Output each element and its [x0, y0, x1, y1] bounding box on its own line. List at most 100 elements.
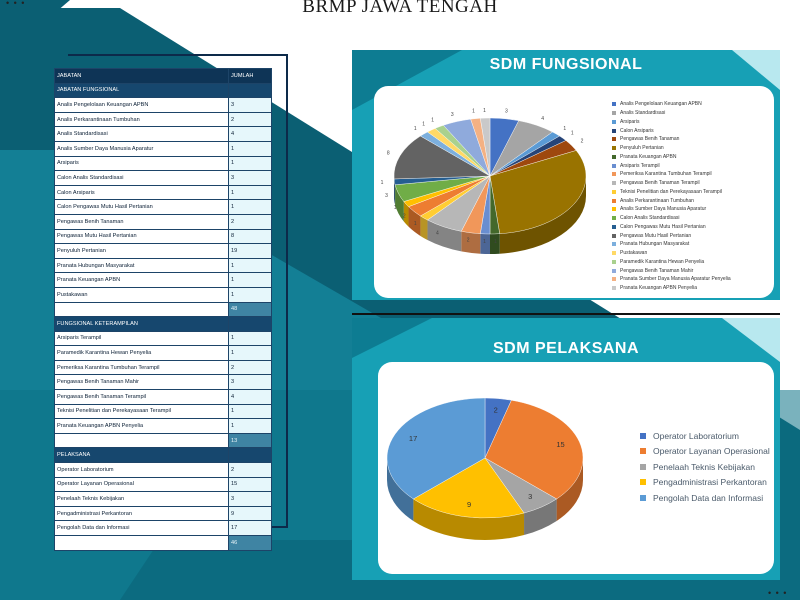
legend-item: Analis Standardisasi [612, 109, 731, 118]
table-row: Pengolah Data dan Informasi 17 [54, 520, 272, 536]
table-row: Pranata Hubungan Masyarakat 1 [54, 257, 272, 274]
pie-side [480, 233, 490, 254]
legend-item: Calon Analis Standardisasi [612, 214, 731, 223]
legend-label: Pengadministrasi Perkantoran [653, 477, 767, 488]
legend-label: Pengawas Benih Tanaman Terampil [620, 180, 700, 187]
legend-item: Calon Arsiparis [612, 126, 731, 135]
table-row-value: 3 [228, 374, 272, 391]
legend-label: Pengawas Mutu Hasil Pertanian [620, 232, 692, 239]
table-row-label: Analis Sumber Daya Manusia Aparatur [54, 140, 229, 157]
pie-data-label: 2 [467, 238, 470, 244]
table-row: Calon Analis Standardisasi 3 [54, 170, 272, 186]
section-total: 46 [54, 535, 272, 551]
pie-data-label: 3 [451, 112, 454, 118]
legend-swatch [640, 432, 646, 439]
legend-swatch [612, 268, 616, 273]
legend-swatch [612, 172, 616, 177]
section-header-label: JABATAN FUNGSIONAL [54, 82, 229, 99]
pie-side [427, 220, 462, 252]
legend-item: Pengawas Benih Tanaman Mahir [612, 266, 731, 275]
section-divider [352, 313, 780, 315]
pie-side [395, 184, 404, 222]
table-row-value: 3 [228, 97, 272, 113]
table-row: Arsiparis 1 [54, 155, 272, 172]
legend-swatch [612, 216, 616, 221]
table-row-value: 1 [228, 272, 272, 288]
legend-swatch [612, 233, 616, 238]
table-row: Pengawas Benih Tanaman Mahir 3 [54, 374, 272, 391]
legend-swatch [612, 163, 616, 168]
legend-item: Pemeriksa Karantina Tumbuhan Terampil [612, 170, 731, 179]
legend-label: Analis Standardisasi [620, 110, 666, 117]
table-row-label: Pengawas Benih Tanaman Mahir [54, 374, 229, 391]
table-row-value: 2 [228, 111, 272, 128]
legend-item: Teknisi Penelitian dan Perekayasaan Tera… [612, 188, 731, 197]
jabatan-table: JABATAN JUMLAH JABATAN FUNGSIONAL Analis Pe… [54, 68, 272, 551]
legend-swatch [612, 251, 616, 256]
legend-item: Pranata Keuangan APBN [612, 153, 731, 162]
legend-swatch [612, 111, 616, 116]
legend-label: Analis Sumber Daya Manusia Aparatur [620, 206, 707, 213]
pie-data-label: 1 [494, 239, 497, 245]
pie-data-label: 3 [528, 492, 532, 501]
table-row: Calon Pengawas Mutu Hasil Pertanian 1 [54, 199, 272, 215]
section-total-label [54, 535, 229, 551]
legend-swatch [612, 207, 616, 212]
legend-swatch [612, 128, 616, 133]
table-row-label: Pranata Hubungan Masyarakat [54, 257, 229, 274]
pie-side [387, 458, 414, 521]
legend-item: Operator Laboratorium [640, 428, 770, 444]
table-row: Analis Perkarantinaan Tumbuhan 2 [54, 111, 272, 128]
table-row-value: 2 [228, 462, 272, 478]
pie-side [499, 176, 586, 254]
legend-swatch [612, 277, 616, 282]
table-row-label: Pemeriksa Karantina Tumbuhan Terampil [54, 359, 229, 376]
pie-data-label: 3 [385, 193, 388, 199]
table-row-label: Arsiparis [54, 155, 229, 172]
table-row-label: Pustakawan [54, 286, 229, 303]
legend-item: Pengawas Benih Tanaman Terampil [612, 179, 731, 188]
section-header-value [228, 447, 272, 464]
table-row-value: 1 [228, 257, 272, 274]
legend-label: Pengawas Benih Tanaman Mahir [620, 267, 694, 274]
table-header-label: JABATAN [54, 68, 229, 84]
table-row-label: Penelaah Teknis Kebijakan [54, 491, 229, 507]
legend-item: Pengawas Benih Tanaman [612, 135, 731, 144]
pie-data-label: 1 [394, 205, 397, 211]
legend-item: Pranata Sumber Daya Manusia Aparatur Pen… [612, 275, 731, 284]
pie-data-label: 2 [581, 139, 584, 145]
table-row-value: 17 [228, 520, 272, 536]
table-row: Arsiparis Terampil 1 [54, 330, 272, 347]
table-row-label: Operator Laboratorium [54, 462, 229, 478]
table-row-value: 1 [228, 403, 272, 420]
table-row-value: 2 [228, 359, 272, 376]
table-row: Penyuluh Pertanian 19 [54, 243, 272, 259]
page-title: BRMP JAWA TENGAH [302, 0, 498, 17]
panel-title-pelaksana: SDM PELAKSANA [492, 340, 640, 357]
pie-side [490, 233, 500, 254]
section-total-value: 13 [228, 432, 272, 449]
pie-side [524, 498, 557, 536]
legend-swatch [612, 137, 616, 142]
section-total: 48 [54, 301, 272, 318]
table-row: Teknisi Penelitian dan Perekayasaan Tera… [54, 403, 272, 420]
legend-label: Pranata Hubungan Masyarakat [620, 241, 690, 248]
legend-swatch [612, 146, 616, 151]
legend-swatch [640, 494, 646, 501]
table-row-label: Pengawas Benih Tanaman Terampil [54, 389, 229, 405]
legend-swatch [640, 448, 646, 455]
table-row: Analis Standardisasi 4 [54, 126, 272, 142]
table-row-label: Arsiparis Terampil [54, 330, 229, 347]
legend-label: Pranata Keuangan APBN [620, 153, 677, 160]
table-row: Calon Arsiparis 1 [54, 184, 272, 201]
pie-side [556, 458, 583, 521]
pie-data-label: 2 [494, 405, 498, 414]
legend-label: Calon Arsiparis [620, 127, 654, 134]
table-header-value: JUMLAH [228, 68, 272, 84]
pie-data-label: 15 [556, 440, 564, 449]
pie-data-label: 17 [409, 434, 417, 443]
pie-slice [480, 117, 491, 177]
pie-data-label: 4 [436, 231, 439, 237]
